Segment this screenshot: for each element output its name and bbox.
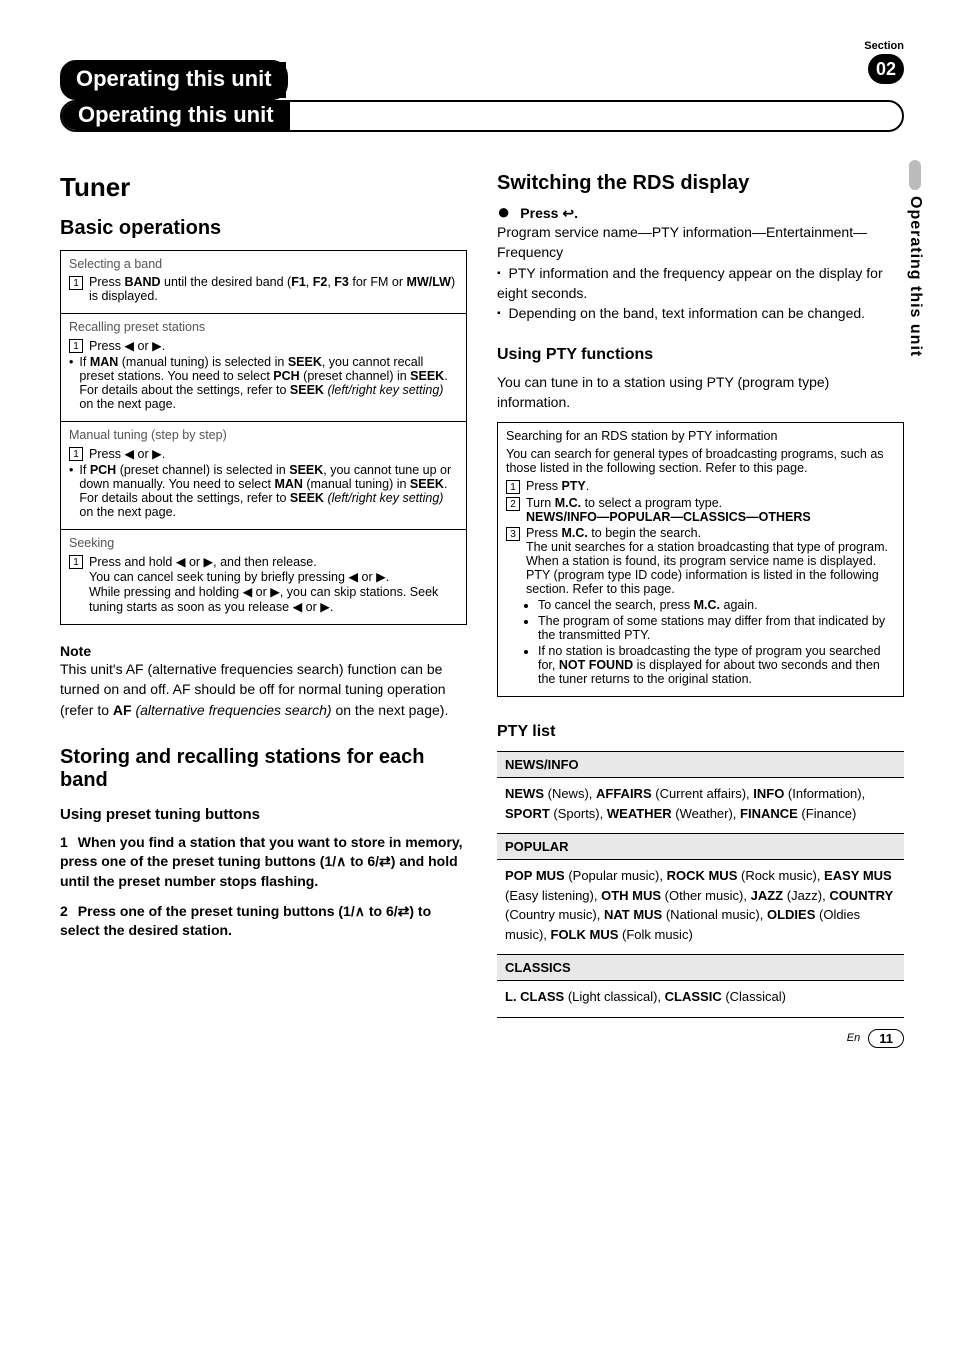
content-columns: Tuner Basic operations Selecting a band … (60, 172, 904, 1018)
step-number-icon: 1 (69, 447, 83, 461)
storing-heading: Storing and recalling stations for each … (60, 746, 467, 792)
action-press-back: ● Press . (497, 205, 904, 222)
page-lang: En (847, 1032, 860, 1044)
chapter-title: Operating this unit (62, 62, 286, 98)
bullet-text: If MAN (manual tuning) is selected in SE… (79, 355, 458, 411)
basic-operations-table: Selecting a band 1 Press BAND until the … (60, 250, 467, 625)
step-number-icon: 3 (506, 527, 520, 541)
action-bullet-icon: ● (497, 205, 510, 219)
step-number: 1 (60, 834, 68, 850)
pty-group-body: POP MUS (Popular music), ROCK MUS (Rock … (497, 860, 904, 955)
left-column: Tuner Basic operations Selecting a band … (60, 172, 467, 1018)
note-heading: Note (60, 643, 467, 659)
row-selecting-band: Selecting a band 1 Press BAND until the … (61, 251, 466, 313)
procedure-step-2: 2Press one of the preset tuning buttons … (60, 902, 467, 941)
box-title: Searching for an RDS station by PTY info… (506, 429, 895, 443)
square-bullet-icon (497, 305, 509, 321)
box-step-1: 1 Press PTY. (506, 479, 895, 494)
step-text: Press and hold ◀ or ▶, and then release.… (89, 554, 458, 614)
swap-icon (379, 853, 391, 869)
step-number-icon: 1 (69, 276, 83, 290)
box-intro: You can search for general types of broa… (506, 447, 895, 475)
pty-intro: You can tune in to a station using PTY (… (497, 372, 904, 413)
rds-note-2: Depending on the band, text information … (497, 303, 904, 324)
bullet-text: If PCH (preset channel) is selected in S… (79, 463, 458, 519)
rds-note-1: PTY information and the frequency appear… (497, 263, 904, 304)
up-caret-icon (336, 853, 346, 869)
step-1: 1 Press ◀ or ▶. (69, 446, 458, 461)
pty-search-box: Searching for an RDS station by PTY info… (497, 422, 904, 697)
bullet: • If PCH (preset channel) is selected in… (69, 463, 458, 519)
step-number: 2 (60, 903, 68, 919)
step-1: 1 Press and hold ◀ or ▶, and then releas… (69, 554, 458, 614)
list-item: If no station is broadcasting the type o… (538, 644, 895, 686)
row-seeking: Seeking 1 Press and hold ◀ or ▶, and the… (61, 529, 466, 624)
step-text: Turn M.C. to select a program type. NEWS… (526, 496, 811, 524)
step-number-icon: 2 (506, 497, 520, 511)
row-recalling-presets: Recalling preset stations 1 Press ◀ or ▶… (61, 313, 466, 421)
pty-list-table: NEWS/INFO NEWS (News), AFFAIRS (Current … (497, 751, 904, 1018)
basic-operations-heading: Basic operations (60, 217, 467, 240)
pty-search-content: Searching for an RDS station by PTY info… (498, 423, 903, 696)
bullet-dot-icon: • (69, 355, 73, 411)
pty-group-head: CLASSICS (497, 955, 904, 981)
preset-buttons-heading: Using preset tuning buttons (60, 806, 467, 823)
list-item: To cancel the search, press M.C. again. (538, 598, 895, 612)
box-bullet-list: To cancel the search, press M.C. again. … (538, 598, 895, 686)
step-text: Press PTY. (526, 479, 589, 494)
pty-functions-heading: Using PTY functions (497, 346, 904, 364)
rds-sequence: Program service name—PTY information—Ent… (497, 222, 904, 263)
step-number-icon: 1 (69, 555, 83, 569)
up-caret-icon (355, 903, 365, 919)
rds-heading: Switching the RDS display (497, 172, 904, 195)
step-text: Press ◀ or ▶. (89, 338, 165, 353)
pty-list-heading: PTY list (497, 723, 904, 741)
pty-group-head: POPULAR (497, 834, 904, 860)
right-column: Switching the RDS display ● Press . Prog… (497, 172, 904, 1018)
step-number-icon: 1 (506, 480, 520, 494)
chapter-bar: Operating this unit (60, 60, 904, 100)
pty-group-head: NEWS/INFO (497, 752, 904, 778)
step-text: Press BAND until the desired band (F1, F… (89, 275, 458, 303)
section-label: Section (864, 40, 904, 52)
tuner-heading: Tuner (60, 172, 467, 203)
procedure-step-1: 1When you find a station that you want t… (60, 833, 467, 892)
side-tab-label: Operating this unit (906, 196, 924, 357)
list-item: The program of some stations may differ … (538, 614, 895, 642)
swap-icon (398, 903, 410, 919)
pty-group-body: NEWS (News), AFFAIRS (Current affairs), … (497, 778, 904, 834)
box-step-3: 3 Press M.C. to begin the search. The un… (506, 526, 895, 596)
back-icon (562, 205, 574, 221)
step-text: Press M.C. to begin the search. The unit… (526, 526, 895, 596)
page-footer: En 11 (847, 1029, 904, 1048)
bullet: • If MAN (manual tuning) is selected in … (69, 355, 458, 411)
chapter-title-text: Operating this unit (62, 102, 290, 130)
step-number-icon: 1 (69, 339, 83, 353)
side-tab: Operating this unit (906, 160, 924, 357)
pty-group-body: L. CLASS (Light classical), CLASSIC (Cla… (497, 981, 904, 1018)
box-step-2: 2 Turn M.C. to select a program type. NE… (506, 496, 895, 524)
step-1: 1 Press BAND until the desired band (F1,… (69, 275, 458, 303)
chapter-bar-render: Operating this unit (60, 100, 904, 132)
row-manual-tuning: Manual tuning (step by step) 1 Press ◀ o… (61, 421, 466, 529)
row-title: Seeking (69, 536, 458, 550)
side-tab-pill-icon (909, 160, 921, 190)
step-1: 1 Press ◀ or ▶. (69, 338, 458, 353)
page: Section 02 Operating this unit .chapter-… (0, 0, 954, 1078)
bullet-dot-icon: • (69, 463, 73, 519)
note-body: This unit's AF (alternative frequencies … (60, 659, 467, 720)
row-title: Selecting a band (69, 257, 458, 271)
square-bullet-icon (497, 265, 509, 281)
row-title: Manual tuning (step by step) (69, 428, 458, 442)
row-title: Recalling preset stations (69, 320, 458, 334)
step-text: Press ◀ or ▶. (89, 446, 165, 461)
page-number: 11 (868, 1029, 904, 1048)
action-text: Press . (520, 205, 578, 222)
